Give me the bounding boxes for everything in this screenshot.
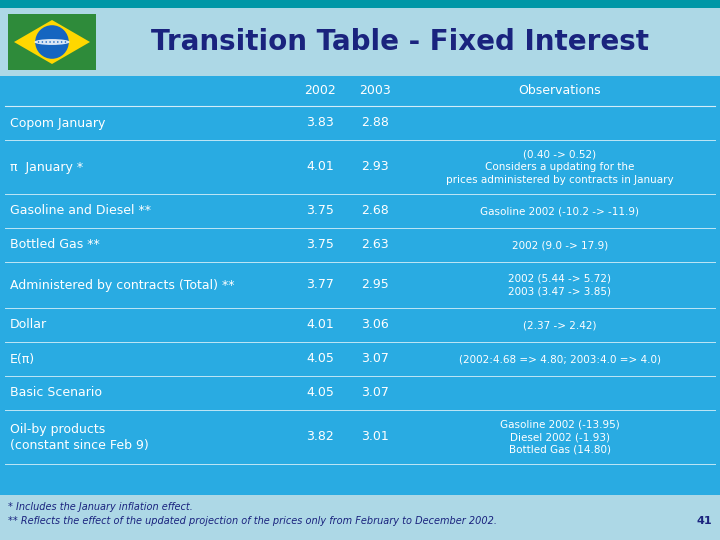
Text: 4.01: 4.01 <box>306 160 334 173</box>
Text: (2002:4.68 => 4.80; 2003:4.0 => 4.0): (2002:4.68 => 4.80; 2003:4.0 => 4.0) <box>459 354 661 364</box>
Text: * Includes the January inflation effect.: * Includes the January inflation effect. <box>8 502 193 512</box>
Text: Basic Scenario: Basic Scenario <box>10 387 102 400</box>
Text: 3.75: 3.75 <box>306 239 334 252</box>
Circle shape <box>49 41 51 43</box>
Text: Dollar: Dollar <box>10 319 47 332</box>
Text: Bottled Gas **: Bottled Gas ** <box>10 239 100 252</box>
Text: 3.77: 3.77 <box>306 279 334 292</box>
Text: 2.63: 2.63 <box>361 239 389 252</box>
Circle shape <box>57 41 58 43</box>
Text: 2.95: 2.95 <box>361 279 389 292</box>
Text: (2.37 -> 2.42): (2.37 -> 2.42) <box>523 320 597 330</box>
Text: Copom January: Copom January <box>10 117 105 130</box>
Text: 2002: 2002 <box>304 84 336 98</box>
Polygon shape <box>14 20 90 64</box>
Text: π  January *: π January * <box>10 160 83 173</box>
Bar <box>0 76 720 495</box>
Text: 3.01: 3.01 <box>361 430 389 443</box>
Text: Gasoline 2002 (-13.95)
Diesel 2002 (-1.93)
Bottled Gas (14.80): Gasoline 2002 (-13.95) Diesel 2002 (-1.9… <box>500 419 620 455</box>
Circle shape <box>53 41 55 43</box>
Text: 2.68: 2.68 <box>361 205 389 218</box>
Text: Oil-by products
(constant since Feb 9): Oil-by products (constant since Feb 9) <box>10 422 149 451</box>
Text: 4.01: 4.01 <box>306 319 334 332</box>
Text: Transition Table - Fixed Interest: Transition Table - Fixed Interest <box>151 28 649 56</box>
Text: 2002 (5.44 -> 5.72)
2003 (3.47 -> 3.85): 2002 (5.44 -> 5.72) 2003 (3.47 -> 3.85) <box>508 274 611 296</box>
Text: 3.06: 3.06 <box>361 319 389 332</box>
Circle shape <box>42 41 43 43</box>
Text: 3.83: 3.83 <box>306 117 334 130</box>
Ellipse shape <box>35 39 70 45</box>
Text: 3.75: 3.75 <box>306 205 334 218</box>
Text: Observations: Observations <box>518 84 601 98</box>
Text: Administered by contracts (Total) **: Administered by contracts (Total) ** <box>10 279 235 292</box>
Text: 3.07: 3.07 <box>361 353 389 366</box>
Circle shape <box>60 41 63 43</box>
Bar <box>0 0 720 8</box>
Circle shape <box>35 25 69 59</box>
Text: 3.07: 3.07 <box>361 387 389 400</box>
Text: 41: 41 <box>696 516 712 526</box>
Circle shape <box>37 41 40 43</box>
Text: 2002 (9.0 -> 17.9): 2002 (9.0 -> 17.9) <box>512 240 608 250</box>
Circle shape <box>45 41 47 43</box>
Text: E(π): E(π) <box>10 353 35 366</box>
Text: 4.05: 4.05 <box>306 387 334 400</box>
Text: 2003: 2003 <box>359 84 391 98</box>
Circle shape <box>65 41 66 43</box>
Text: Gasoline and Diesel **: Gasoline and Diesel ** <box>10 205 151 218</box>
Bar <box>8 14 96 70</box>
Text: 3.82: 3.82 <box>306 430 334 443</box>
Text: ** Reflects the effect of the updated projection of the prices only from Februar: ** Reflects the effect of the updated pr… <box>8 516 497 526</box>
Text: 2.93: 2.93 <box>361 160 389 173</box>
Text: 2.88: 2.88 <box>361 117 389 130</box>
Text: (0.40 -> 0.52)
Considers a updating for the
prices administered by contracts in : (0.40 -> 0.52) Considers a updating for … <box>446 149 674 185</box>
Text: Gasoline 2002 (-10.2 -> -11.9): Gasoline 2002 (-10.2 -> -11.9) <box>480 206 639 216</box>
Bar <box>0 495 720 540</box>
Text: 4.05: 4.05 <box>306 353 334 366</box>
